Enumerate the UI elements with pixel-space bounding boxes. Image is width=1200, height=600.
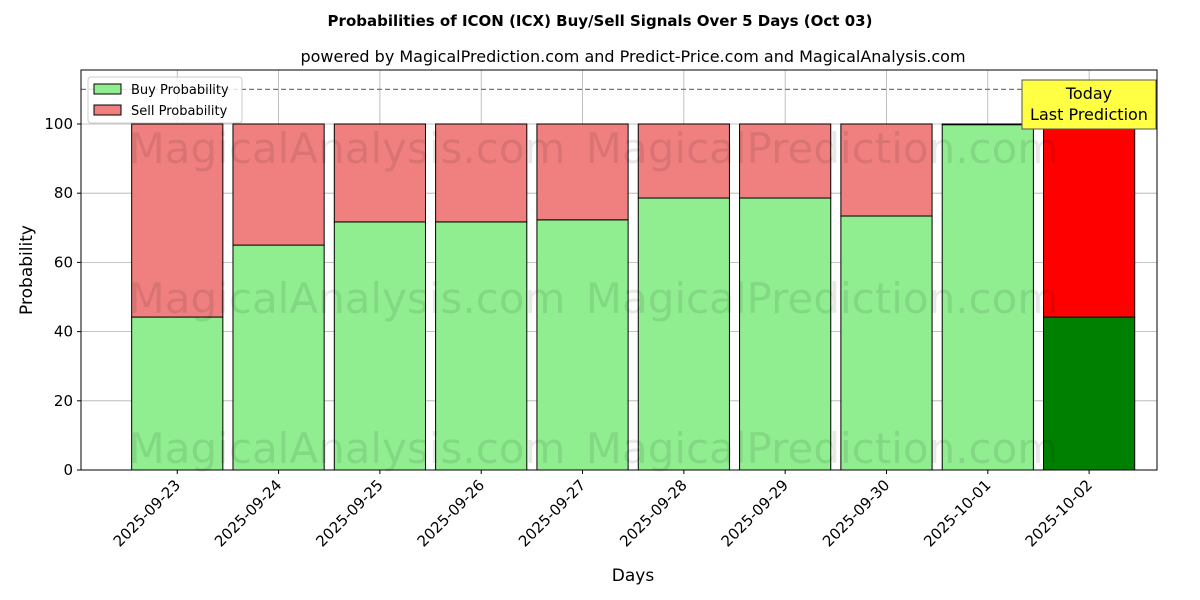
watermark: MagicalPrediction.com bbox=[586, 124, 1059, 173]
legend-swatch-buy bbox=[93, 83, 122, 95]
x-tick-label: 2025-09-24 bbox=[211, 476, 285, 550]
buy-bar bbox=[232, 244, 325, 471]
buy-bar bbox=[840, 215, 933, 471]
sell-bar bbox=[739, 123, 832, 199]
sell-bar bbox=[232, 123, 325, 246]
buy-bar bbox=[536, 219, 629, 471]
x-tick-label: 2025-09-28 bbox=[616, 476, 690, 550]
buy-bar bbox=[333, 221, 426, 471]
x-tick-label: 2025-09-27 bbox=[515, 476, 589, 550]
buy-bar bbox=[1043, 316, 1136, 471]
buy-bar bbox=[739, 197, 832, 471]
y-tick-label: 60 bbox=[54, 253, 73, 271]
sell-bar bbox=[536, 123, 629, 221]
today-annotation: Today Last Prediction bbox=[1021, 79, 1157, 130]
x-tick-label: 2025-10-01 bbox=[920, 476, 994, 550]
legend-swatch-sell bbox=[93, 104, 122, 116]
annotation-line-1: Today bbox=[1065, 84, 1112, 103]
watermark: MagicalPrediction.com bbox=[586, 274, 1059, 323]
y-tick-label: 100 bbox=[44, 115, 73, 133]
legend-label-sell: Sell Probability bbox=[131, 104, 228, 119]
x-tick-label: 2025-09-30 bbox=[819, 476, 893, 550]
y-tick-label: 40 bbox=[54, 323, 73, 341]
sell-bar bbox=[1043, 123, 1136, 318]
watermark: MagicalAnalysis.com bbox=[129, 424, 566, 473]
sell-bar bbox=[435, 123, 528, 223]
buy-bar bbox=[941, 124, 1034, 471]
watermark: MagicalAnalysis.com bbox=[129, 124, 566, 173]
y-tick-label: 80 bbox=[54, 184, 73, 202]
watermark: MagicalPrediction.com bbox=[586, 424, 1059, 473]
sell-bar bbox=[637, 123, 730, 199]
buy-bar bbox=[131, 316, 224, 471]
y-tick-label: 0 bbox=[63, 461, 73, 479]
sell-bar bbox=[131, 123, 224, 318]
watermark: MagicalAnalysis.com bbox=[129, 274, 566, 323]
legend: Buy Probability Sell Probability bbox=[87, 76, 243, 124]
chart-title: Probabilities of ICON (ICX) Buy/Sell Sig… bbox=[328, 12, 873, 30]
sell-bar bbox=[840, 123, 933, 217]
legend-label-buy: Buy Probability bbox=[131, 83, 229, 98]
y-tick-label: 20 bbox=[54, 392, 73, 410]
x-axis-label: Days bbox=[612, 566, 655, 586]
x-tick-label: 2025-09-25 bbox=[312, 476, 386, 550]
buy-bar bbox=[637, 197, 730, 471]
x-tick-label: 2025-10-02 bbox=[1022, 476, 1096, 550]
y-axis-label: Probability bbox=[17, 225, 37, 315]
chart-subtitle: powered by MagicalPrediction.com and Pre… bbox=[300, 47, 965, 66]
plot-frame bbox=[80, 69, 1158, 471]
x-tick-label: 2025-09-26 bbox=[414, 476, 488, 550]
x-tick-label: 2025-09-23 bbox=[110, 476, 184, 550]
annotation-line-2: Last Prediction bbox=[1030, 105, 1148, 124]
x-tick-label: 2025-09-29 bbox=[718, 476, 792, 550]
sell-bar bbox=[333, 123, 426, 223]
